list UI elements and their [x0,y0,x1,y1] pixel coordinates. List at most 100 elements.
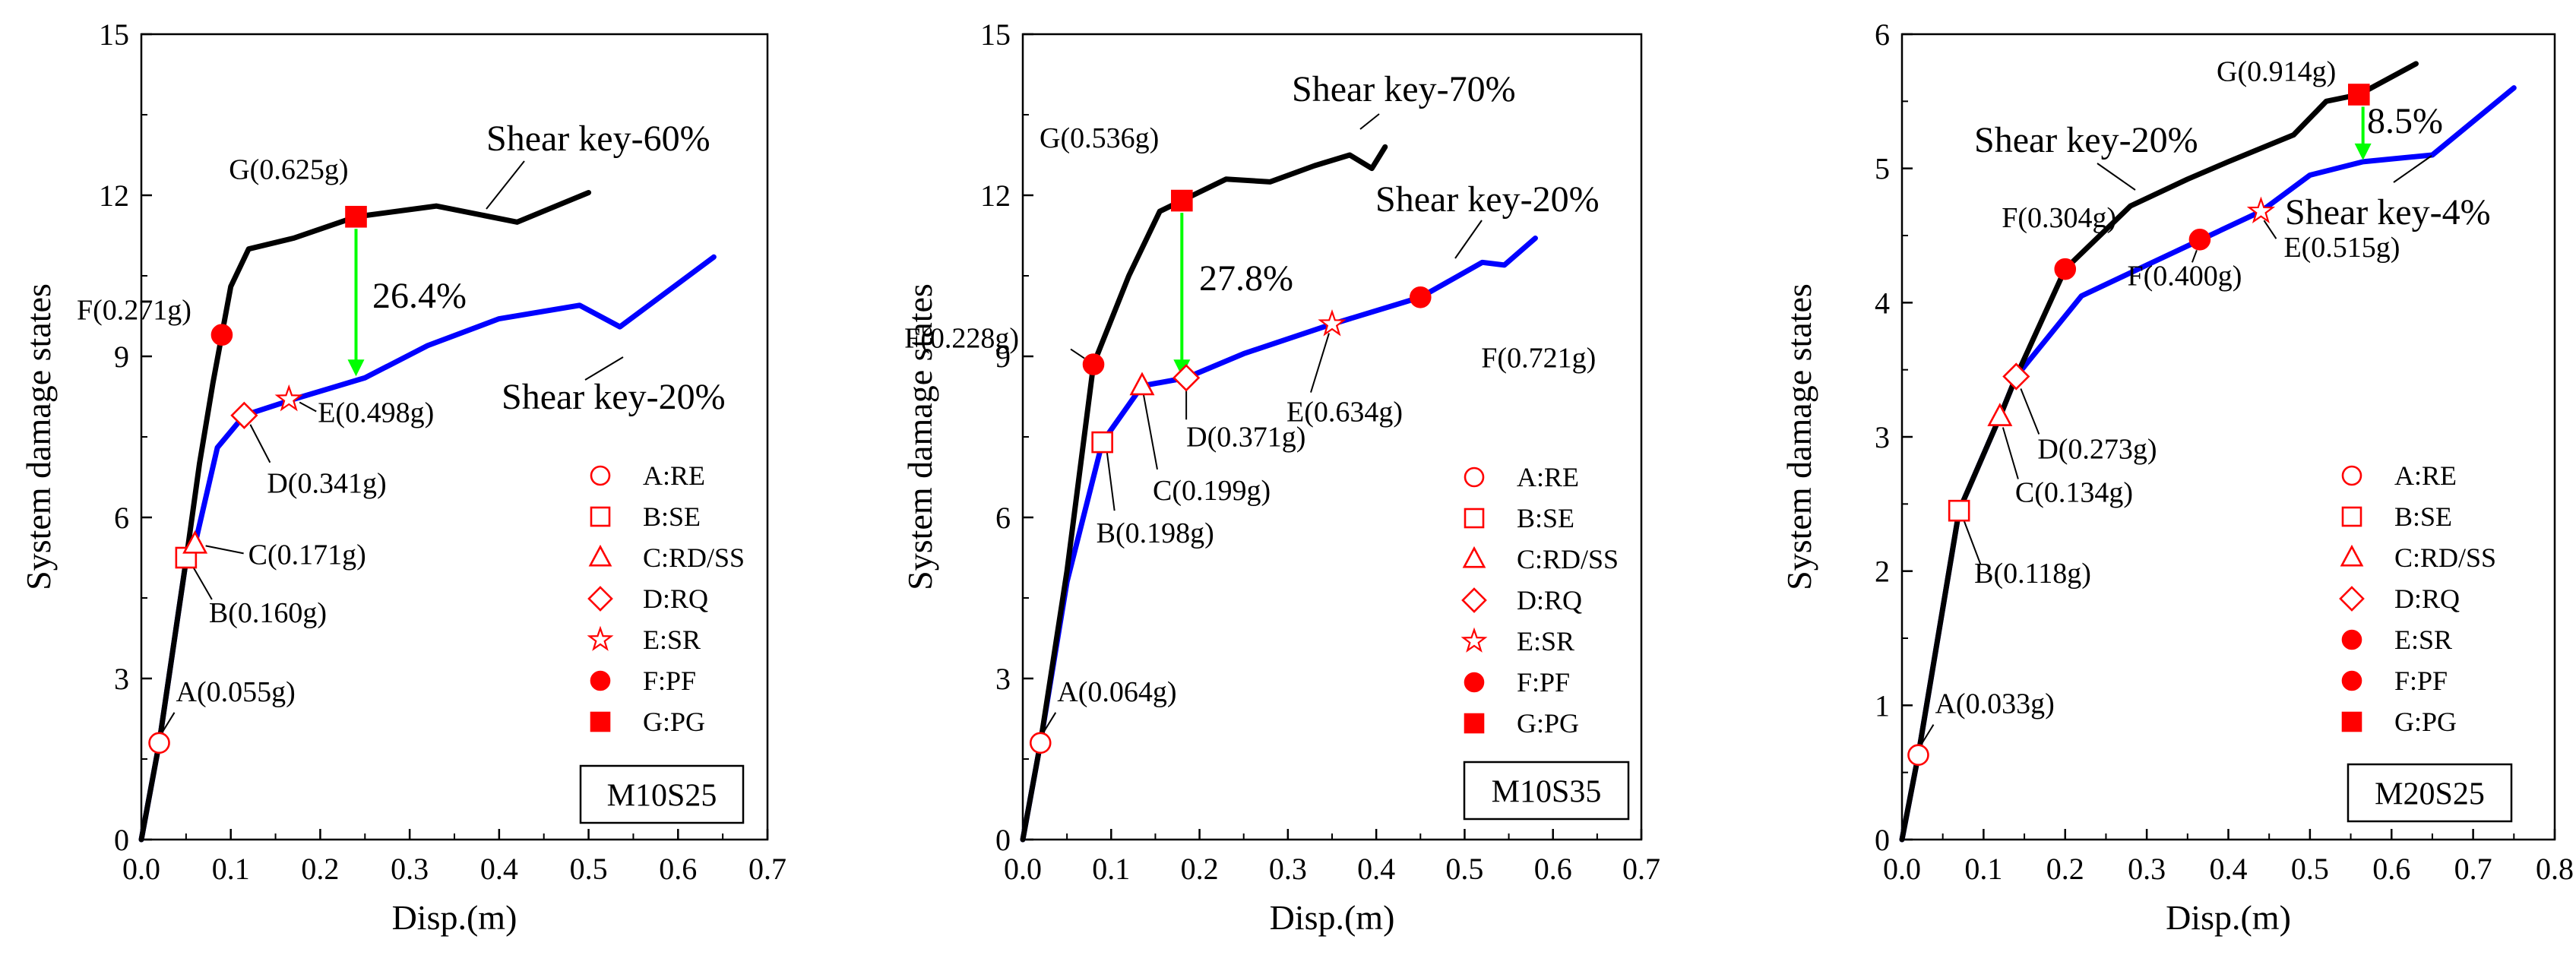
x-tick-label: 0.0 [1004,852,1042,886]
series-black-line [1899,61,2419,843]
x-tick-label: 0.4 [1357,852,1395,886]
damage-marker-c [182,530,208,554]
damage-marker-label: B(0.118g) [1974,558,2091,590]
y-tick-label: 4 [1875,286,1890,320]
legend-marker [2340,544,2364,567]
series-label: Shear key-20% [1375,179,1600,220]
marker-leader [205,545,244,555]
damage-marker-b [1091,431,1113,454]
panel-id-box [2347,763,2513,823]
marker-leader [249,424,271,463]
y-tick-label: 12 [980,179,1011,213]
marker-leader [1310,333,1330,393]
x-tick-label: 0.7 [748,852,786,886]
legend-marker [1464,672,1485,693]
legend-marker [1461,587,1487,613]
drop-arrow-head [2354,143,2372,160]
y-tick-label: 6 [995,501,1011,535]
drop-percent-label: 27.8% [1199,258,1293,299]
drop-arrow-head [1173,359,1191,377]
marker-leader [1043,712,1057,733]
x-tick-label: 0.2 [2046,852,2084,886]
legend-label: B:SE [2394,501,2452,532]
panel-id-label: M20S25 [2375,777,2485,812]
legend-marker [1464,467,1485,488]
damage-marker-a [1907,744,1929,767]
marker-leader [161,712,176,733]
damage-marker-a [148,732,170,754]
legend-marker [2339,586,2365,612]
damage-marker-g [345,205,367,228]
legend-label: C:RD/SS [2394,542,2496,573]
y-axis-label: System damage states [1780,283,1818,590]
chart-panel-m10s35: 0.0 0.1 0.2 0.3 0.4 0.5 0.6 0.7 0 3 6 9 12 15 Disp.(m)… [900,17,1660,937]
marker-leader [299,401,317,413]
damage-marker-label: F(0.271g) [77,295,191,327]
marker-leader [2263,220,2277,239]
legend: A:RE B:SE C:RD/SS D:RQ E:SR F:PF G:PG [1460,462,1619,739]
x-axis-label: Disp.(m) [2166,898,2291,937]
series-label-leader [584,356,624,381]
y-tick-label: 1 [1875,688,1890,723]
legend-label: G:PG [1517,708,1579,739]
y-tick-label: 15 [980,17,1011,52]
x-tick-label: 0.2 [301,852,339,886]
y-tick-label: 3 [114,662,129,696]
damage-marker-label: F(0.721g) [1481,342,1596,374]
damage-marker-label: F(0.304g) [2002,202,2116,234]
marker-leader [2191,249,2198,263]
damage-marker-a [1029,732,1052,754]
legend-marker [590,670,611,691]
legend-marker [590,465,611,486]
legend-label: D:RQ [643,584,708,614]
legend: A:RE B:SE C:RD/SS D:RQ E:SR F:PF G:PG [587,460,745,737]
y-tick-label: 9 [995,340,1011,374]
legend-label: D:RQ [2394,584,2460,614]
legend-label: A:RE [1517,462,1579,492]
y-tick-label: 9 [114,340,129,374]
x-tick-label: 0.3 [2128,852,2166,886]
damage-marker-label: A(0.033g) [1935,688,2054,720]
marker-leader [2002,427,2019,479]
damage-marker-f [1409,286,1432,308]
marker-leader [1106,451,1116,511]
damage-marker-f [1082,353,1105,375]
damage-marker-label: G(0.536g) [1040,122,1159,154]
series-label-leader [2097,163,2136,191]
legend-marker [2341,670,2362,691]
series-label: Shear key-4% [2285,192,2491,232]
legend-marker [587,625,614,651]
legend-marker [1464,508,1485,529]
x-tick-label: 0.7 [2454,852,2492,886]
x-tick-label: 0.5 [1445,852,1483,886]
legend-marker [2341,465,2362,486]
damage-marker-e [1318,308,1347,337]
legend-label: B:SE [643,501,701,532]
x-tick-label: 0.8 [2536,852,2574,886]
y-tick-label: 12 [99,179,129,213]
damage-marker-f [210,324,233,346]
y-tick-label: 3 [995,662,1011,696]
legend-label: F:PF [2394,666,2448,696]
series-black-line [138,189,592,843]
series-label: Shear key-20% [502,377,726,417]
legend-marker [2341,506,2362,527]
x-tick-label: 0.3 [391,852,429,886]
damage-marker-label: B(0.198g) [1097,517,1214,549]
legend-label: B:SE [1517,503,1574,533]
x-tick-label: 0.6 [659,852,697,886]
marker-leader [2020,388,2040,435]
damage-marker-d [230,401,258,429]
x-tick-label: 0.5 [570,852,608,886]
damage-marker-label: E(0.515g) [2283,232,2400,264]
series-label-leader [1454,220,1483,259]
legend-label: D:RQ [1517,585,1582,615]
x-tick-label: 0.7 [1622,852,1660,886]
legend-label: A:RE [2394,460,2457,491]
damage-marker-label: G(0.914g) [2217,56,2336,88]
damage-marker-label: G(0.625g) [229,153,348,185]
damage-marker-label: E(0.498g) [318,397,434,429]
damage-marker-label: F(0.228g) [904,323,1019,355]
damage-marker-d [2002,362,2030,391]
